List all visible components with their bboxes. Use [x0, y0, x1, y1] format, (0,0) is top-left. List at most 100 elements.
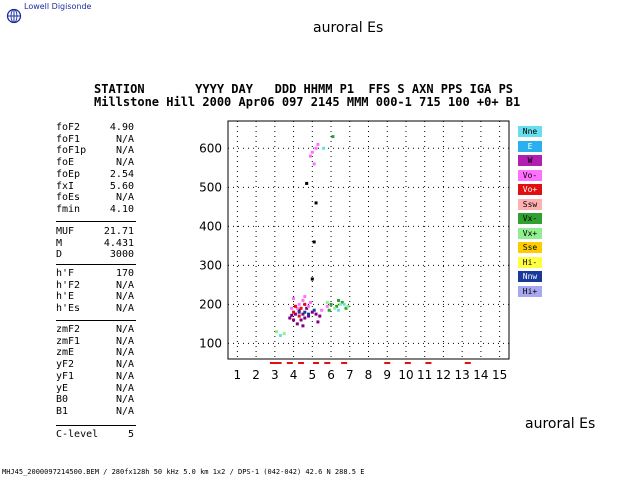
param-value: N/A — [115, 394, 134, 406]
frequency-marker — [313, 362, 320, 364]
station-header-values: Millstone Hill 2000 Apr06 097 2145 MMM 0… — [94, 95, 521, 109]
data-point — [325, 300, 329, 304]
param-value: 2.54 — [109, 168, 134, 180]
param-name: MUF — [56, 226, 75, 237]
separator-line — [56, 264, 136, 265]
param-name: C-level — [56, 429, 99, 440]
param-name: fmin — [56, 203, 81, 215]
param-value: N/A — [115, 133, 134, 145]
app-logo-text: Lowell Digisonde — [24, 2, 92, 11]
x-tick-label: 6 — [327, 368, 335, 382]
data-point — [297, 314, 301, 318]
param-name: h'Es — [56, 303, 81, 315]
data-point — [310, 310, 314, 314]
legend-item: Hi- — [518, 256, 542, 268]
data-point — [293, 312, 297, 316]
param-value: N/A — [115, 370, 134, 382]
data-point — [346, 304, 350, 308]
x-tick-label: 7 — [346, 368, 354, 382]
param-value: 170 — [115, 268, 134, 279]
data-point — [299, 306, 303, 310]
data-point — [305, 306, 309, 310]
param-name: foF1 — [56, 133, 81, 145]
legend-item: Nne — [518, 126, 542, 137]
data-point — [314, 201, 318, 205]
x-tick-label: 4 — [290, 368, 298, 382]
frequency-marker — [464, 362, 471, 364]
param-value: N/A — [115, 324, 134, 335]
data-point — [307, 312, 311, 316]
data-point — [303, 316, 307, 320]
param-name: h'E — [56, 291, 75, 303]
legend-item: W — [518, 155, 542, 166]
data-point — [310, 277, 314, 281]
param-value: N/A — [115, 192, 134, 204]
x-tick-label: 1 — [234, 368, 242, 382]
legend-item: Sse — [518, 242, 542, 253]
frequency-marker — [324, 362, 331, 364]
x-tick-label: 2 — [252, 368, 260, 382]
data-point — [308, 300, 312, 304]
separator-line — [56, 425, 136, 426]
y-tick-label: 300 — [199, 258, 222, 272]
param-value: N/A — [115, 335, 134, 347]
data-point — [325, 304, 329, 308]
legend-item: Nnw — [518, 271, 542, 282]
param-value: 5 — [127, 429, 134, 440]
param-value: N/A — [115, 405, 134, 417]
param-value: N/A — [115, 279, 134, 291]
param-name: foEp — [56, 168, 81, 180]
data-point — [312, 240, 316, 244]
x-tick-label: 13 — [455, 368, 470, 382]
data-point — [307, 314, 311, 318]
param-value: N/A — [115, 359, 134, 371]
data-point — [318, 314, 322, 318]
legend-item: Vx- — [518, 213, 542, 224]
x-tick-label: 14 — [473, 368, 488, 382]
chart-title-top: auroral Es — [313, 20, 384, 36]
x-tick-label: 15 — [492, 368, 507, 382]
data-point — [299, 318, 303, 322]
data-point — [295, 306, 299, 310]
legend-item: Ssw — [518, 198, 542, 210]
separator-line — [56, 320, 136, 321]
param-name: yE — [56, 382, 69, 394]
y-tick-label: 600 — [199, 141, 222, 155]
data-point — [293, 304, 297, 308]
legend-item: Vx+ — [518, 227, 542, 239]
data-point — [290, 313, 294, 317]
data-point — [297, 302, 301, 306]
data-point — [305, 181, 309, 185]
data-point — [338, 302, 342, 306]
param-value: 21.71 — [103, 226, 134, 237]
data-point — [329, 302, 333, 306]
data-point — [342, 302, 346, 306]
param-name: zmF1 — [56, 335, 81, 347]
param-name: foE — [56, 157, 75, 169]
y-tick-label: 200 — [199, 297, 222, 311]
data-point — [290, 306, 294, 310]
x-tick-label: 11 — [417, 368, 432, 382]
param-value: N/A — [115, 382, 134, 394]
x-tick-label: 12 — [436, 368, 451, 382]
x-tick-label: 10 — [398, 368, 413, 382]
param-name: h'F2 — [56, 279, 81, 291]
data-point — [320, 308, 324, 312]
data-point — [303, 310, 307, 314]
data-point — [335, 304, 339, 308]
data-point — [337, 298, 341, 302]
data-point — [278, 334, 282, 338]
data-point — [344, 306, 348, 310]
data-point — [316, 142, 320, 146]
param-value: 4.10 — [109, 203, 134, 215]
data-point — [297, 310, 301, 314]
param-value: N/A — [115, 347, 134, 359]
param-name: B0 — [56, 394, 69, 406]
data-point — [314, 312, 318, 316]
param-value: N/A — [115, 145, 134, 157]
data-point — [322, 146, 326, 150]
data-point — [292, 297, 296, 301]
data-point — [340, 300, 344, 304]
legend-item: Hi+ — [518, 285, 542, 297]
